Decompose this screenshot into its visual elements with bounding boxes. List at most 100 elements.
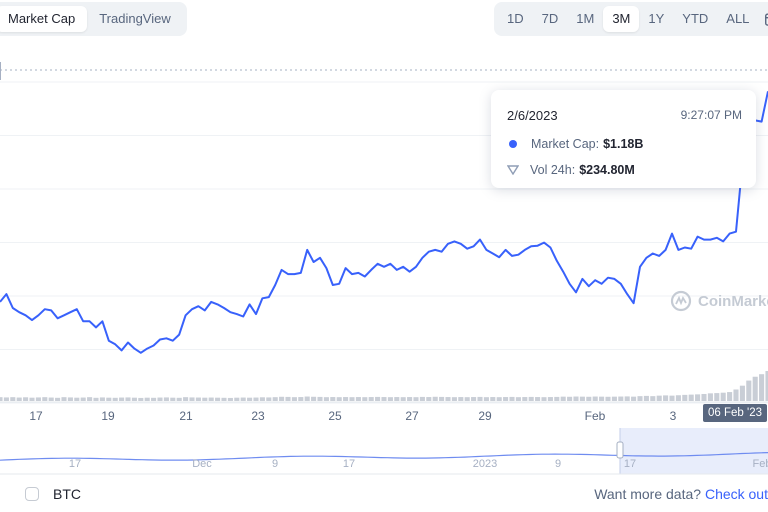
volume-bar [663, 395, 669, 401]
time-range-selector: 1D 7D 1M 3M 1Y YTD ALL [494, 2, 768, 36]
tooltip-date: 2/6/2023 [507, 108, 558, 123]
tab-market-cap[interactable]: Market Cap [0, 6, 88, 32]
navigator-selected-range [620, 428, 768, 474]
volume-bar [279, 396, 285, 401]
volume-bar [317, 396, 323, 401]
volume-bar [515, 397, 521, 401]
coinmarketcap-watermark: CoinMarke [670, 290, 768, 312]
volume-bars [0, 371, 768, 401]
more-data-prompt: Want more data? Check out [594, 486, 768, 502]
volume-bar [432, 396, 438, 401]
volume-bar [483, 397, 489, 401]
navigator-label: 9 [555, 458, 561, 470]
volume-bar [387, 397, 393, 401]
volume-bar [375, 396, 381, 401]
volume-bar [496, 397, 502, 401]
volume-bar [458, 397, 464, 401]
volume-bar [368, 397, 374, 401]
volume-bar [624, 396, 630, 401]
volume-bar [221, 397, 227, 401]
volume-bar [138, 397, 144, 401]
range-1y-button[interactable]: 1Y [648, 11, 665, 26]
volume-bar [739, 385, 745, 401]
volume-bar [439, 396, 445, 401]
navigator-label: 17 [69, 458, 81, 470]
range-3m-button[interactable]: 3M [603, 6, 640, 32]
range-navigator[interactable]: 17 Dec 9 17 2023 9 17 Feb [0, 428, 768, 475]
navigator-line [0, 452, 768, 461]
volume-bar [503, 397, 509, 401]
x-tick-label: 25 [328, 409, 342, 423]
volume-bar [656, 395, 662, 401]
chart-view-toggle: Market Cap TradingView [0, 2, 187, 36]
tooltip-time: 9:27:07 PM [680, 108, 742, 122]
volume-bar [80, 397, 86, 401]
volume-bar [195, 397, 201, 401]
x-tick-label: 29 [478, 409, 492, 423]
volume-bar [163, 397, 169, 401]
navigator-handle[interactable] [616, 441, 624, 459]
volume-bar [720, 392, 726, 401]
tooltip-market-cap-value: $1.18B [603, 137, 644, 151]
volume-bar [55, 397, 61, 401]
range-7d-button[interactable]: 7D [541, 11, 559, 26]
volume-bar [727, 392, 733, 401]
volume-bar [752, 376, 758, 401]
volume-bar [407, 397, 413, 401]
tab-tradingview[interactable]: TradingView [99, 11, 171, 26]
market-cap-chart[interactable]: 17 19 21 23 25 27 29 Feb 3 17 Dec 9 17 2023 9 17 Feb [0, 0, 768, 478]
volume-bar [285, 396, 291, 401]
volume-bars-icon [507, 165, 519, 175]
tooltip-volume-value: $234.80M [579, 163, 635, 177]
volume-bar [394, 397, 400, 401]
volume-bar [272, 397, 278, 401]
check-out-link[interactable]: Check out [704, 486, 768, 502]
navigator-label: 17 [624, 458, 636, 470]
volume-bar [67, 397, 73, 401]
x-tick-label: 23 [251, 409, 265, 423]
volume-bar [112, 397, 118, 401]
volume-bar [490, 397, 496, 401]
volume-bar [311, 396, 317, 401]
volume-bar [675, 395, 681, 401]
volume-bar [298, 397, 304, 401]
volume-bar [29, 397, 35, 401]
volume-bar [355, 397, 361, 401]
volume-bar [579, 396, 585, 401]
range-1d-button[interactable]: 1D [507, 11, 524, 26]
range-all-button[interactable]: ALL [726, 11, 750, 26]
volume-bar [765, 371, 768, 401]
volume-bar [413, 397, 419, 401]
volume-bar [528, 396, 534, 401]
navigator-label: 9 [272, 458, 278, 470]
x-tick-label: 21 [179, 409, 193, 423]
volume-bar [637, 396, 643, 401]
volume-bar [170, 397, 176, 401]
calendar-icon[interactable] [764, 10, 768, 28]
volume-bar [669, 395, 675, 401]
range-ytd-button[interactable]: YTD [682, 11, 709, 26]
btc-checkbox[interactable] [25, 487, 39, 501]
volume-bar [573, 396, 579, 401]
volume-bar [567, 396, 573, 401]
chart-tooltip: 2/6/2023 9:27:07 PM Market Cap: $1.18B V… [491, 90, 756, 188]
volume-bar [343, 397, 349, 401]
chart-footer: BTC Want more data? Check out [0, 478, 768, 512]
navigator-label: 2023 [473, 458, 497, 470]
volume-bar [586, 396, 592, 401]
volume-bar [349, 397, 355, 401]
volume-bar [477, 396, 483, 401]
x-tick-label: 19 [101, 409, 115, 423]
x-axis-ticks: 17 19 21 23 25 27 29 Feb 3 [29, 409, 676, 423]
volume-bar [643, 395, 649, 401]
volume-bar [592, 396, 598, 401]
volume-bar [554, 396, 560, 401]
volume-bar [61, 397, 67, 401]
volume-bar [707, 393, 713, 401]
volume-bar [464, 397, 470, 401]
range-1m-button[interactable]: 1M [576, 11, 595, 26]
volume-bar [650, 396, 656, 401]
watermark-text: CoinMarke [698, 292, 768, 310]
volume-bar [253, 397, 259, 401]
market-cap-line [0, 91, 768, 354]
